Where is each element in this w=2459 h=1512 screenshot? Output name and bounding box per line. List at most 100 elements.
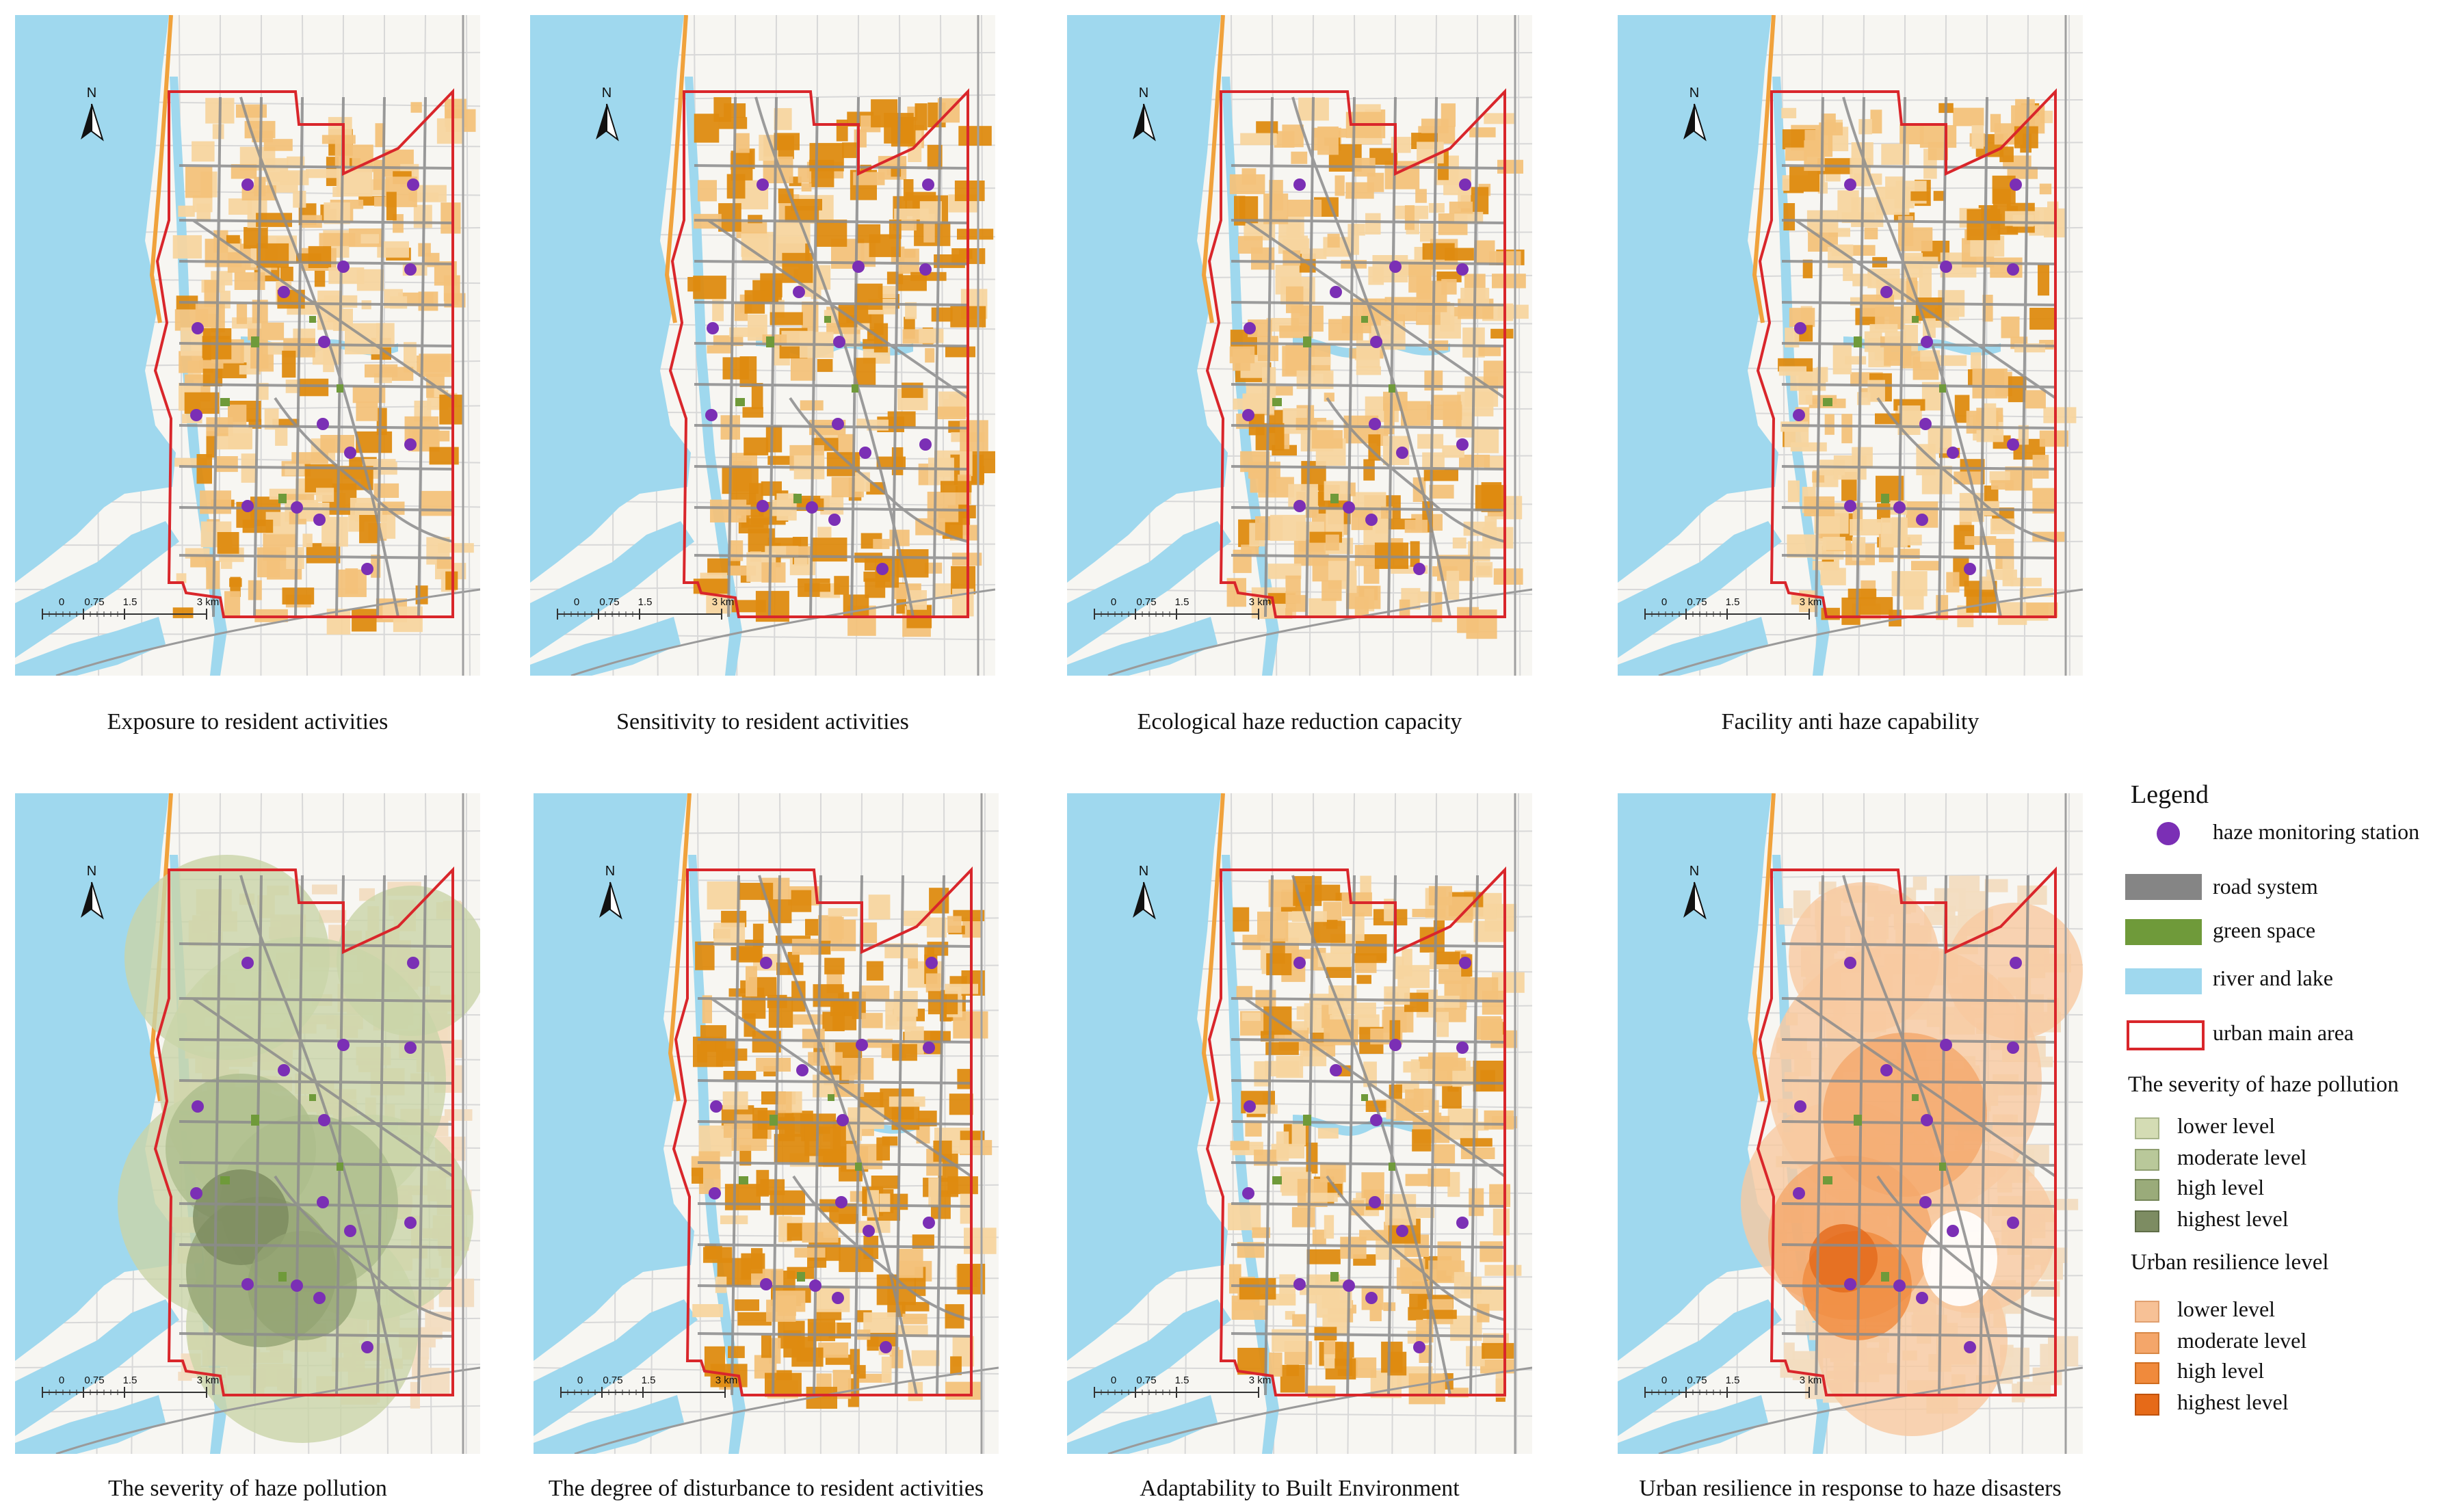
haze-monitoring-station [1459,957,1471,969]
scale-bar: 0 0.75 1.5 3 km [1094,1375,1271,1398]
haze-monitoring-station [923,1217,935,1229]
haze-monitoring-station [1330,286,1342,298]
north-arrow-icon: N [1683,85,1707,142]
scale-bar: 0 0.75 1.5 3 km [1644,1375,1822,1398]
haze-monitoring-station [404,1217,417,1229]
haze-monitoring-station [1369,1196,1381,1208]
haze-monitoring-station [291,1279,303,1292]
map-panel-adaptability: N 0 0.75 1.5 3 km [1067,793,1532,1454]
green-space [1823,316,1946,503]
scale-label: 0 [59,1375,64,1386]
haze-monitoring-station [1293,1278,1306,1290]
north-arrow-icon: N [81,864,104,920]
legend-urban-label: urban main area [2213,1020,2354,1045]
haze-monitoring-station [876,563,889,575]
scale-label: 0.75 [1687,1375,1707,1386]
map-svg: N 0 0.75 1.5 3 km [530,15,995,676]
haze-monitoring-station [2007,263,2019,276]
legend-road-swatch [2125,874,2202,900]
haze-monitoring-station [1921,1114,1933,1126]
scale-bar: 0 0.75 1.5 3 km [42,1375,219,1398]
haze-monitoring-station [2010,178,2022,191]
urban-main-area-boundary [1756,88,2057,618]
scale-label: 3 km [715,1375,738,1386]
haze-monitoring-station [835,1196,847,1208]
scale-label: 0.75 [599,596,619,608]
green-space [1272,1094,1395,1282]
legend-river-label: river and lake [2213,966,2333,990]
scale-label: 0 [1661,1375,1667,1386]
haze-monitoring-station [361,1341,373,1353]
haze-monitoring-station [710,1100,722,1113]
haze-monitoring-station [1844,1278,1856,1290]
road-system [179,875,454,1396]
scale-label: 3 km [712,596,735,608]
haze-monitoring-station [1880,286,1893,298]
haze-monitoring-station [1916,1292,1928,1304]
urban-main-area-boundary [668,88,969,618]
legend-resilience-lower-swatch [2135,1301,2159,1323]
haze-monitoring-station [241,500,254,512]
haze-monitoring-station [863,1225,875,1237]
scale-label: 0 [577,1375,583,1386]
haze-monitoring-station [278,286,290,298]
legend-resilience-highest-label: highest level [2177,1390,2289,1414]
scale-label: 3 km [1249,596,1272,608]
map-panel-sensitivity: N 0 0.75 1.5 3 km [530,15,995,676]
map-svg: N 0 0.75 1.5 3 km [1618,15,2083,676]
legend-severity-high-swatch [2135,1179,2159,1201]
haze-monitoring-station [705,409,718,421]
map-svg: N 0 0.75 1.5 3 km [534,793,999,1454]
haze-monitoring-station [1456,1042,1469,1054]
haze-monitoring-station [1293,500,1306,512]
haze-monitoring-station [760,957,772,969]
haze-monitoring-station [796,1064,808,1076]
legend-severity-highest-swatch [2135,1210,2159,1232]
legend-station-label: haze monitoring station [2213,819,2420,844]
legend-resilience-lower-label: lower level [2177,1297,2276,1321]
haze-monitoring-station [832,418,844,430]
haze-monitoring-station [2007,1042,2019,1054]
legend-resilience-highest-swatch [2135,1394,2159,1416]
haze-monitoring-station [404,438,417,451]
haze-monitoring-station [1947,447,1959,459]
scale-label: 0.75 [1136,596,1156,608]
haze-monitoring-station [241,178,254,191]
urban-main-area-boundary [153,88,454,618]
urban-main-area-boundary [153,866,454,1396]
scale-label: 3 km [197,596,220,608]
map-panel-exposure: N 0 0.75 1.5 3 km [15,15,480,676]
haze-monitoring-station [1343,1279,1355,1292]
legend-road-label: road system [2213,874,2318,899]
legend-river-swatch [2125,968,2202,994]
haze-monitoring-station [407,178,419,191]
scale-label: 0.75 [603,1375,622,1386]
scale-label: 0.75 [1687,596,1707,608]
urban-main-area-boundary [1205,88,1506,618]
haze-monitoring-station [1844,178,1856,191]
haze-monitoring-station [1880,1064,1893,1076]
urban-main-area-boundary [672,866,973,1396]
scale-label: 0 [1661,596,1667,608]
haze-monitoring-station [1389,261,1402,273]
haze-monitoring-station [832,1292,844,1304]
caption-disturbance: The degree of disturbance to resident ac… [548,1476,984,1501]
scale-bar: 0 0.75 1.5 3 km [1094,596,1271,620]
haze-monitoring-station [1413,563,1425,575]
legend-resilience-moderate-label: moderate level [2177,1328,2307,1353]
haze-monitoring-station [922,178,934,191]
north-label: N [87,85,96,101]
legend-resilience-high-label: high level [2177,1358,2265,1383]
scale-label: 3 km [1800,1375,1822,1386]
caption-ecological: Ecological haze reduction capacity [1137,709,1462,734]
map-svg: N 0 0.75 1.5 3 km [1618,793,2083,1454]
urban-main-area-boundary [1205,866,1506,1396]
haze-monitoring-station [1459,178,1471,191]
north-arrow-icon: N [1133,864,1156,920]
river-and-lake [1067,15,1450,676]
road-system [694,96,969,618]
scale-label: 0.75 [84,596,104,608]
haze-monitoring-station [317,418,329,430]
haze-monitoring-station [1242,409,1254,421]
haze-monitoring-station [1396,447,1408,459]
